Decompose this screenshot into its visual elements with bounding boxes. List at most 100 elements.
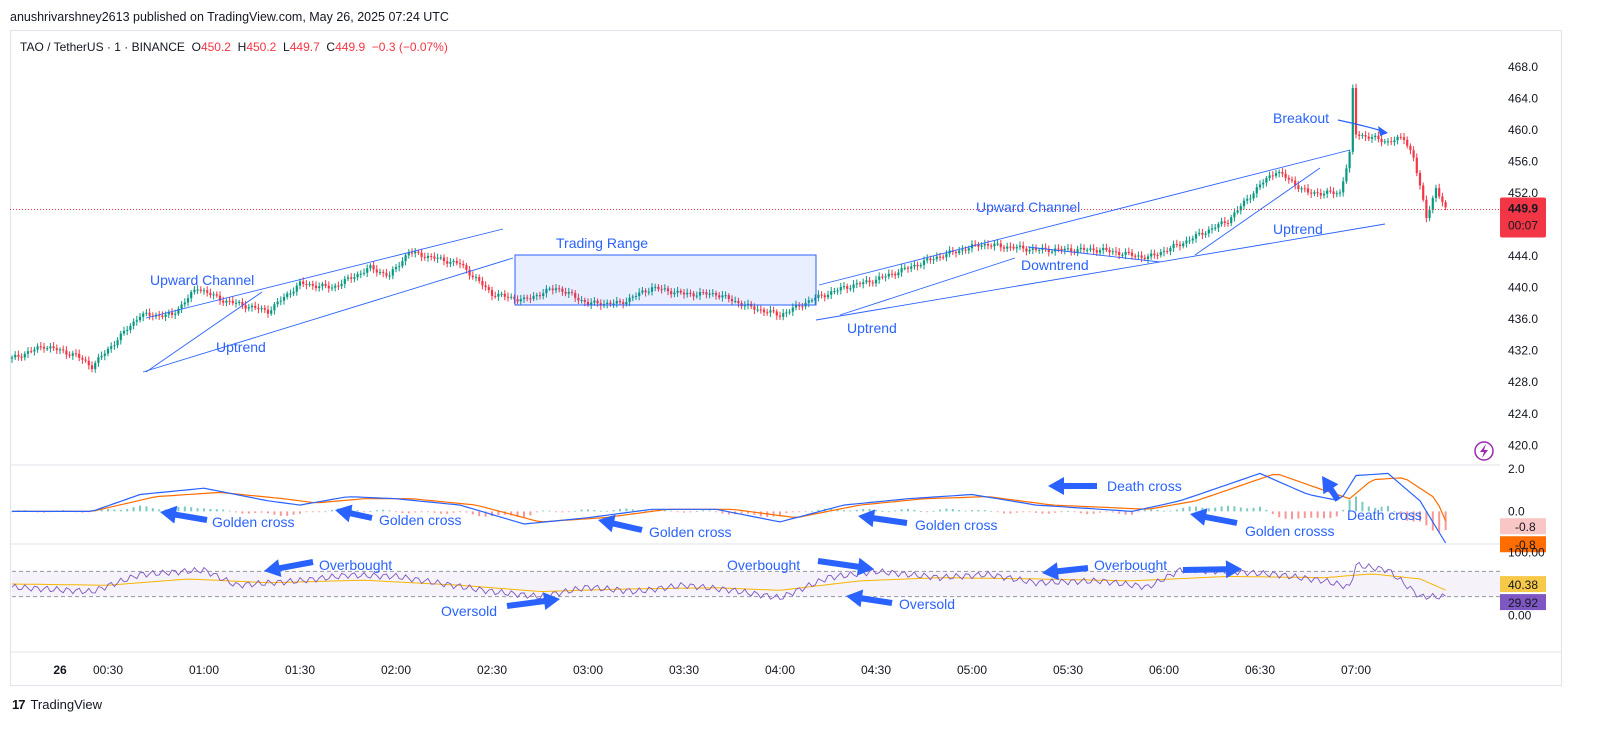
candle-body <box>295 285 298 292</box>
candle-body <box>369 265 372 269</box>
macd-histogram-bar <box>836 509 839 512</box>
candle-body <box>695 295 698 297</box>
candle-body <box>670 291 673 295</box>
candle-body <box>1022 245 1025 249</box>
candle-body <box>702 292 705 294</box>
macd-histogram-bar <box>1355 496 1357 512</box>
candle-body <box>788 311 791 313</box>
candle-body <box>538 295 542 297</box>
macd-histogram-bar <box>798 511 801 513</box>
macd-histogram-bar <box>1201 507 1204 512</box>
macd-histogram-bar <box>683 511 685 513</box>
oversold-arrow <box>846 589 893 608</box>
macd-histogram-bar <box>439 511 442 514</box>
macd-histogram-bar <box>1361 501 1364 512</box>
macd-histogram-bar <box>1399 511 1402 517</box>
candle-body <box>1406 139 1409 146</box>
candle-body <box>529 298 532 300</box>
candle-body <box>977 244 980 247</box>
candle-body <box>1319 193 1322 196</box>
close-label: C <box>326 40 336 54</box>
candle-body <box>1268 175 1271 179</box>
macd-histogram-bar <box>1163 510 1165 512</box>
macd-histogram-bar <box>132 507 135 512</box>
breakout-arrow-head <box>1378 126 1388 136</box>
candle-body <box>183 302 186 305</box>
symbol-legend[interactable]: TAO / TetherUS · 1 · BINANCE O450.2 H450… <box>20 40 448 54</box>
brand-name: TradingView <box>30 697 103 712</box>
candle-body <box>180 304 183 309</box>
macd-histogram-bar <box>1419 511 1421 522</box>
candle-body <box>1374 135 1377 138</box>
candle-body <box>375 269 378 273</box>
macd-histogram-bar <box>996 511 999 513</box>
candle-body <box>1169 248 1172 252</box>
macd-histogram-bar <box>785 511 788 514</box>
macd-histogram-bar <box>612 510 615 512</box>
macd-histogram-bar <box>1425 511 1428 526</box>
annotation-oversold: Oversold <box>441 603 497 619</box>
macd-histogram-bar <box>1169 510 1172 512</box>
candle-body <box>52 346 55 349</box>
candle-body <box>337 285 340 287</box>
candle-body <box>759 309 762 311</box>
candle-body <box>1034 248 1038 250</box>
macd-histogram-bar <box>100 509 103 512</box>
macd-histogram-bar <box>1067 511 1069 513</box>
macd-histogram-bar <box>951 509 954 512</box>
candle-body <box>1294 180 1297 186</box>
candle-body <box>897 272 900 276</box>
candle-body <box>481 280 484 286</box>
macd-histogram-bar <box>1118 511 1121 514</box>
candle-body <box>1028 249 1031 252</box>
tradingview-brand[interactable]: 17 TradingView <box>12 697 102 712</box>
candle-body <box>1258 184 1262 188</box>
candle-body <box>1415 157 1418 174</box>
candle-body <box>446 261 449 264</box>
candle-body <box>711 293 714 295</box>
candle-body <box>103 353 106 356</box>
candle-body <box>676 290 679 293</box>
candle-body <box>346 277 350 279</box>
candle-body <box>490 290 494 296</box>
candle-body <box>465 265 468 270</box>
candle-body <box>84 359 87 361</box>
macd-histogram-bar <box>1227 505 1229 512</box>
candle-body <box>769 310 772 313</box>
macd-histogram-bar <box>126 508 129 512</box>
macd-histogram-bar <box>299 511 301 514</box>
downtrend-line <box>1027 246 1161 263</box>
golden-cross-arrow <box>858 509 908 528</box>
macd-histogram-bar <box>894 510 897 512</box>
candle-body <box>580 299 583 301</box>
candle-body <box>663 288 666 290</box>
symbol-name[interactable]: TAO / TetherUS · 1 · BINANCE <box>20 40 185 54</box>
candle-body <box>913 264 916 267</box>
macd-histogram-bar <box>1060 511 1063 513</box>
candle-body <box>436 257 439 259</box>
candle-body <box>113 345 116 347</box>
candle-body <box>410 252 414 254</box>
macd-histogram-bar <box>151 508 154 512</box>
candle-body <box>660 289 663 291</box>
candle-body <box>858 283 862 285</box>
macd-histogram-bar <box>1073 511 1076 513</box>
macd-histogram-bar <box>1150 509 1153 512</box>
candle-body <box>46 348 49 350</box>
candle-body <box>1444 202 1447 208</box>
candle-body <box>890 273 894 275</box>
macd-histogram-bar <box>516 511 519 517</box>
candle-body <box>36 346 39 350</box>
price-axis-tick: 444.0 <box>1508 249 1538 263</box>
change-value: −0.3 (−0.07%) <box>371 40 448 54</box>
annotation-golden-cross: Golden cross <box>915 517 997 533</box>
candle-body <box>794 304 798 308</box>
candle-body <box>993 243 996 247</box>
macd-histogram-bar <box>1233 506 1236 512</box>
last-price-badge <box>1500 197 1546 238</box>
candle-body <box>596 300 599 304</box>
candle-body <box>359 273 362 275</box>
candle-body <box>932 259 935 261</box>
candle-body <box>922 260 926 266</box>
